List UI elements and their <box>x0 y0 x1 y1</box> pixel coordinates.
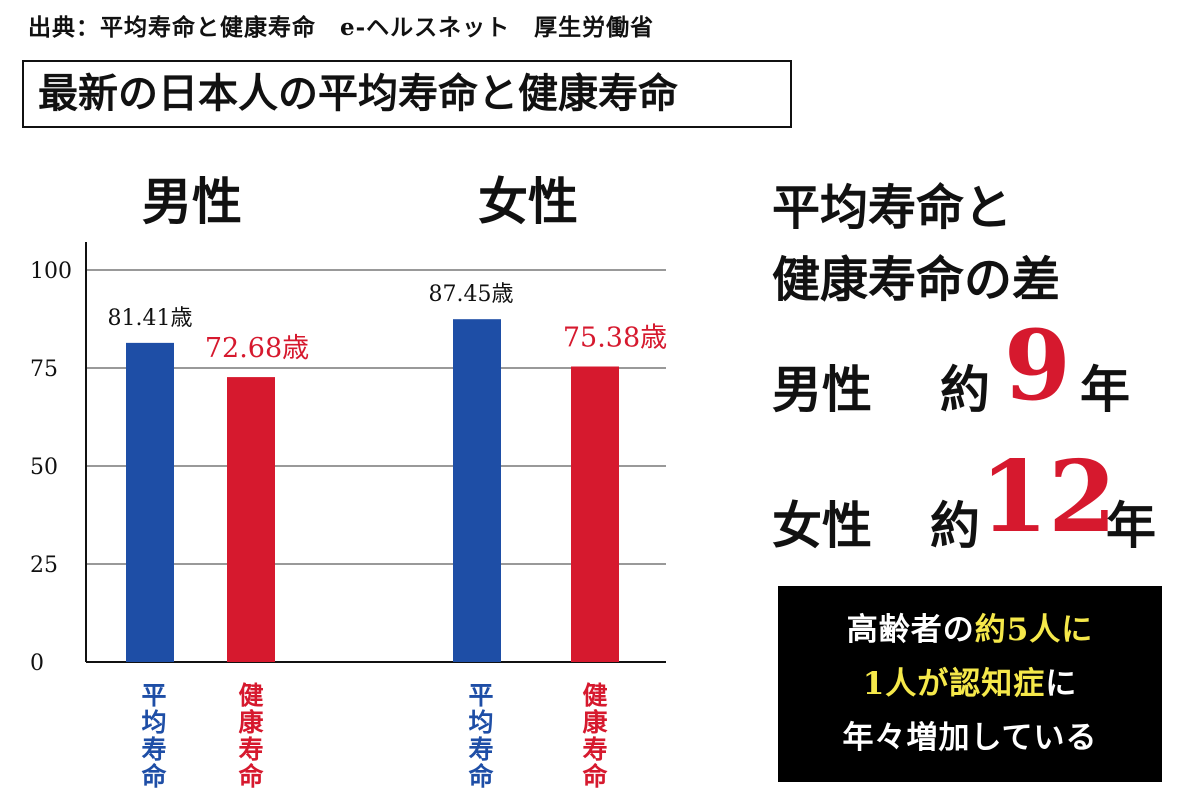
y-tick-label-25: 25 <box>30 553 58 578</box>
female-gap-unit: 年 <box>1106 496 1156 555</box>
note-line-2-highlight: 1人が認知症 <box>862 666 1046 702</box>
y-tick-label-75: 75 <box>30 357 58 382</box>
y-tick-label-50: 50 <box>30 455 58 480</box>
data-label-female-average: 87.45歳 <box>429 282 514 307</box>
data-label-male-healthy: 72.68歳 <box>205 333 309 364</box>
male-gap-approx: 約 <box>940 360 990 419</box>
category-label-female-average: 平均寿命 <box>468 681 494 791</box>
bar-chart: 0 25 50 75 100 81.41歳 87.45歳 72.68歳 75.38歳 <box>30 242 667 675</box>
male-gap-value: 9 <box>1004 309 1071 422</box>
bar-male-average <box>126 342 174 662</box>
data-label-female-healthy: 75.38歳 <box>563 323 667 354</box>
female-gap-label: 女性 <box>772 496 872 555</box>
gap-heading-line1: 平均寿命と <box>772 180 1013 236</box>
gap-heading-line2: 健康寿命の差 <box>772 252 1061 308</box>
female-gap-value: 12 <box>980 440 1117 555</box>
note-line-1-highlight: 約5人に <box>974 612 1094 648</box>
category-label-male-average: 平均寿命 <box>141 681 167 791</box>
y-tick-label-100: 100 <box>30 259 72 284</box>
bar-male-healthy <box>227 377 275 662</box>
data-label-male-average: 81.41歳 <box>108 306 193 331</box>
note-line-2-text: に <box>1045 666 1078 702</box>
note-line-3: 年々増加している <box>842 720 1098 756</box>
group-heading-male: 男性 <box>142 172 242 231</box>
category-label-female-healthy: 健康寿命 <box>582 681 608 791</box>
male-gap-label: 男性 <box>772 360 872 419</box>
page-title: 最新の日本人の平均寿命と健康寿命 <box>22 60 792 128</box>
bar-female-average <box>453 319 501 662</box>
note-line-1-text: 高齢者の <box>846 612 975 648</box>
female-gap-approx: 約 <box>930 496 980 555</box>
male-gap-unit: 年 <box>1080 360 1130 419</box>
bar-female-healthy <box>571 366 619 662</box>
source-citation: 出典：平均寿命と健康寿命 e-ヘルスネット 厚生労働省 <box>28 14 655 41</box>
y-tick-label-0: 0 <box>30 651 44 675</box>
note-line-1: 高齢者の約5人に <box>847 603 1094 657</box>
dementia-note-box: 高齢者の約5人に 1人が認知症に 年々増加している <box>778 586 1162 782</box>
group-heading-female: 女性 <box>478 172 578 231</box>
category-label-male-healthy: 健康寿命 <box>238 681 264 791</box>
note-line-2: 1人が認知症に <box>863 657 1078 711</box>
